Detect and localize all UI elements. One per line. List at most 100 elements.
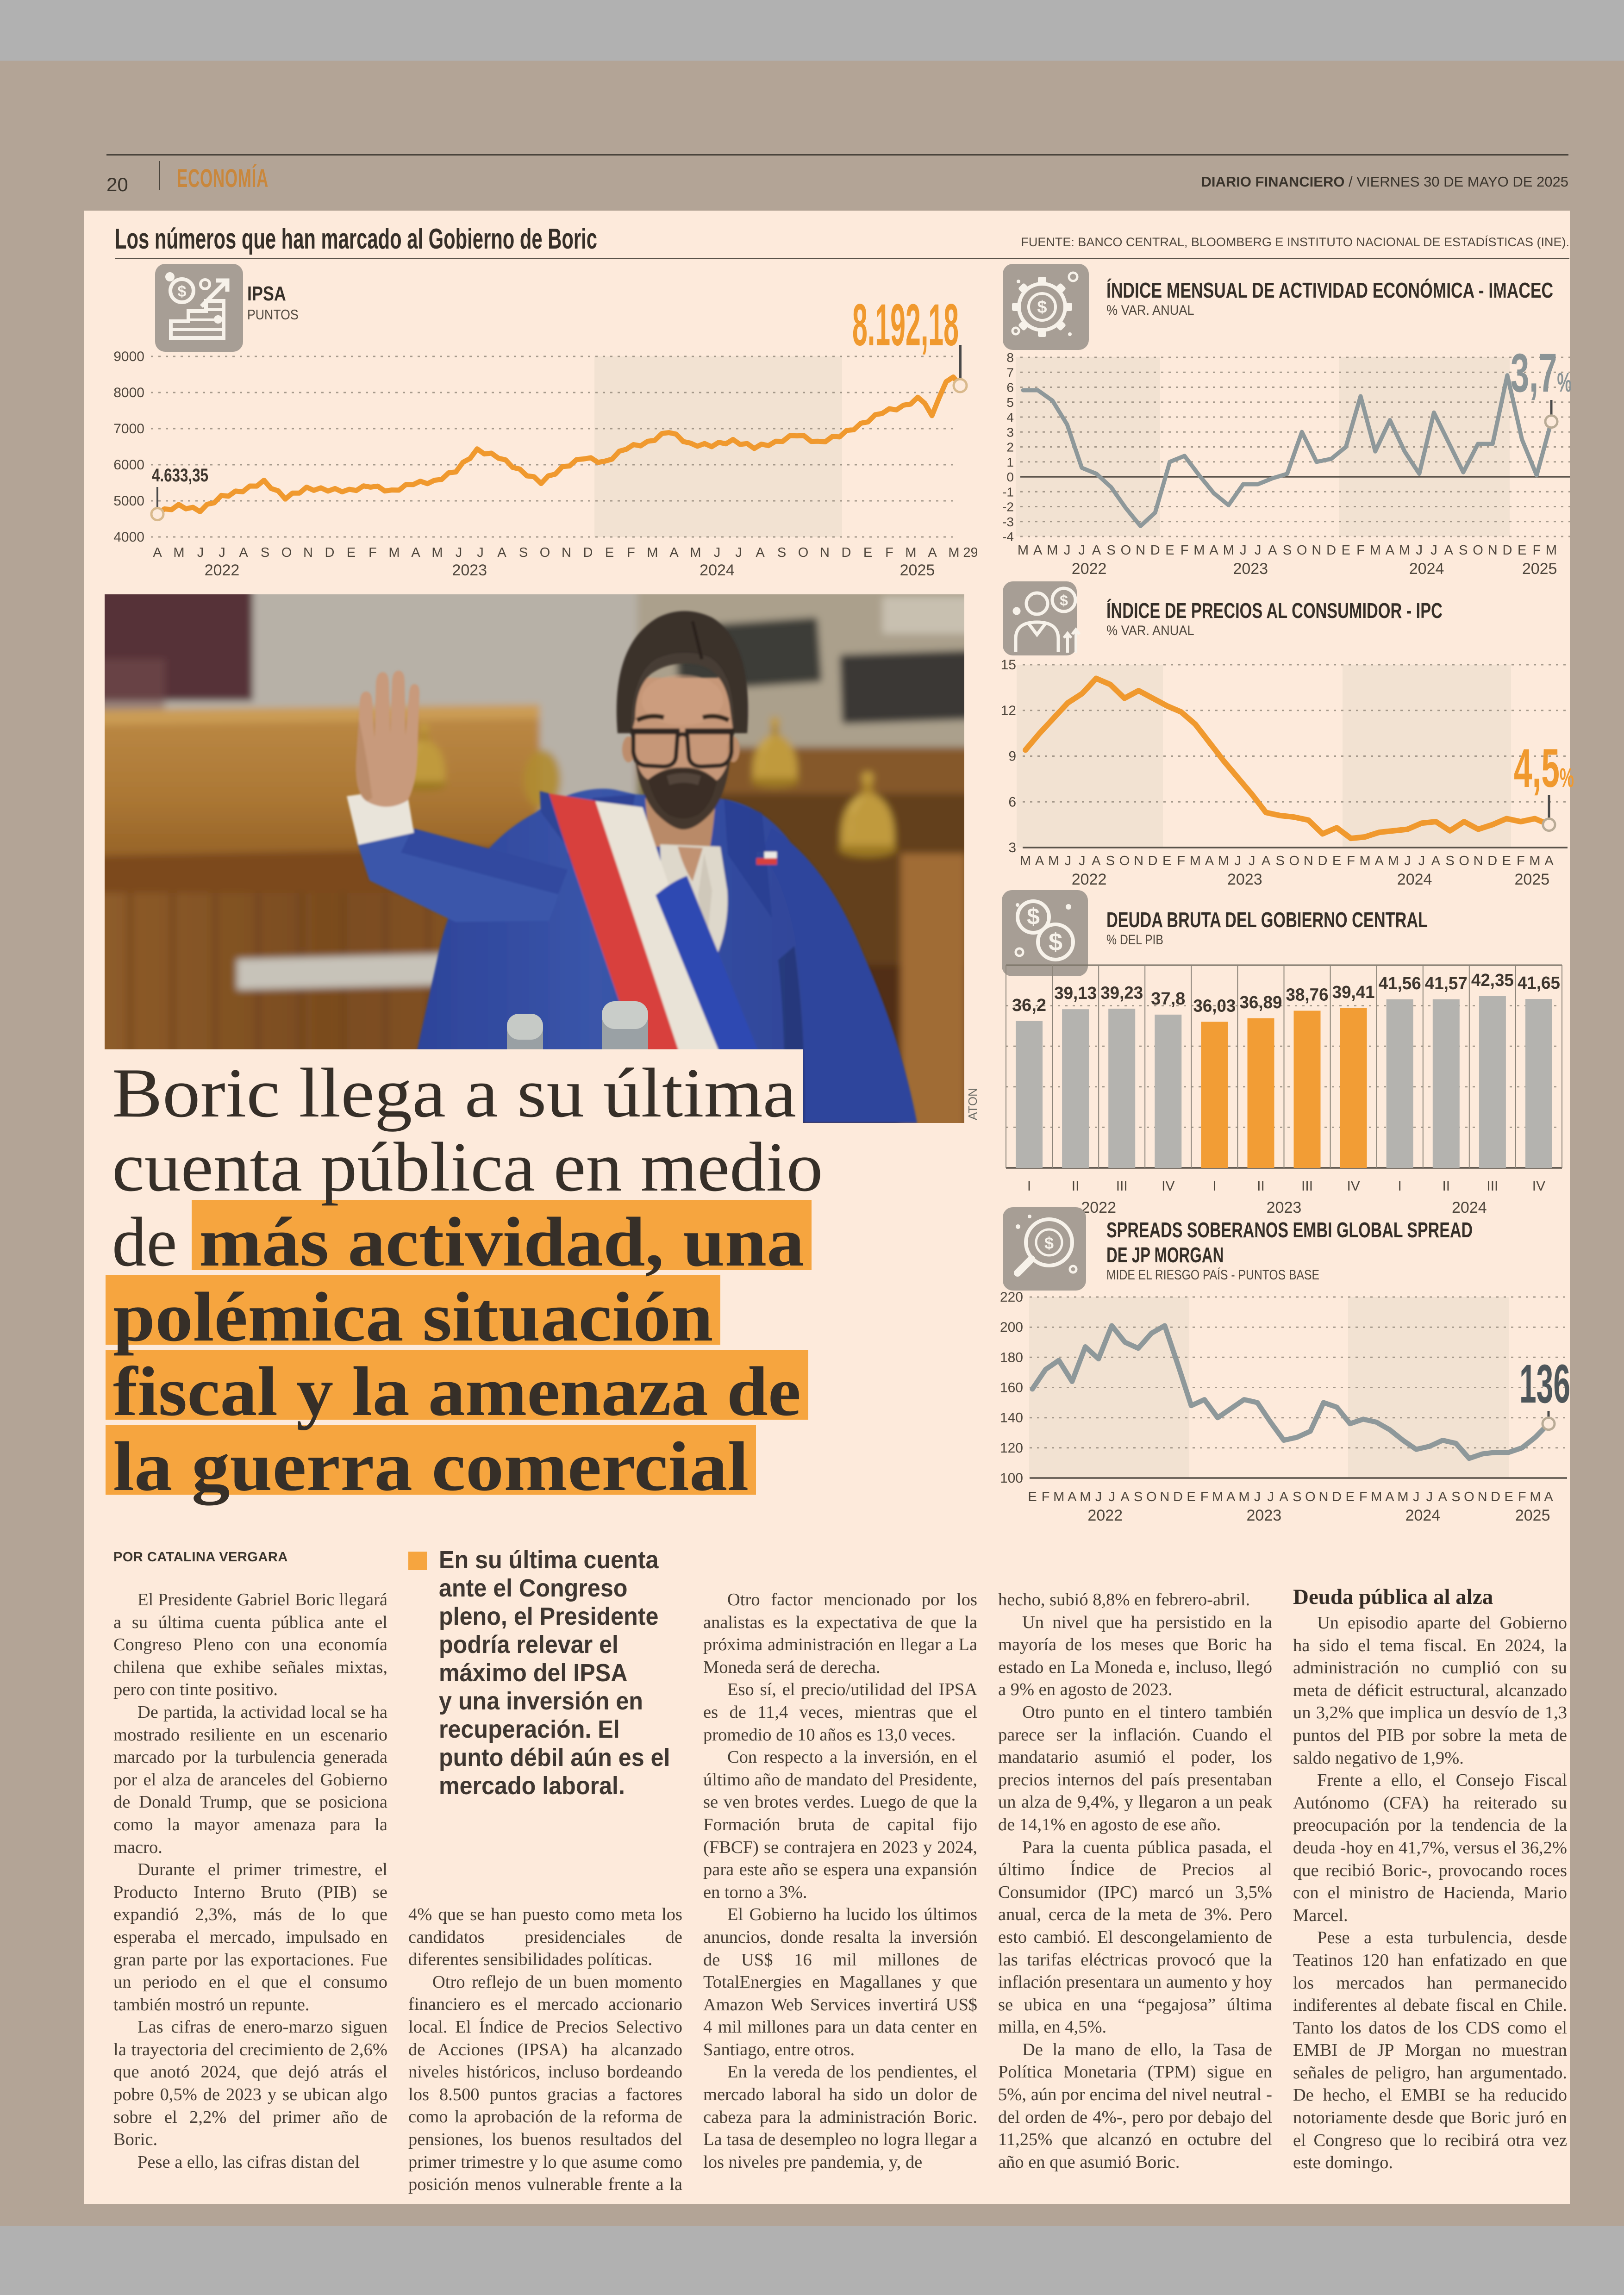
svg-text:2022: 2022: [1081, 1199, 1116, 1216]
svg-text:N: N: [1318, 1490, 1328, 1504]
svg-text:200: 200: [1000, 1320, 1023, 1335]
svg-text:M: M: [1218, 854, 1229, 868]
svg-text:O: O: [1289, 854, 1300, 868]
svg-text:2025: 2025: [900, 561, 935, 579]
svg-text:III: III: [1487, 1179, 1498, 1194]
svg-text:IV: IV: [1347, 1179, 1360, 1194]
svg-text:J: J: [1234, 854, 1241, 868]
svg-text:D: D: [1502, 543, 1512, 558]
svg-text:S: S: [519, 545, 528, 560]
svg-text:3,7%: 3,7%: [1511, 343, 1572, 404]
svg-text:I: I: [1212, 1179, 1216, 1194]
svg-text:D: D: [325, 545, 335, 560]
svg-text:5000: 5000: [113, 493, 144, 509]
svg-text:I: I: [1398, 1179, 1402, 1194]
svg-text:-2: -2: [1002, 500, 1014, 514]
svg-text:II: II: [1072, 1179, 1080, 1194]
svg-text:S: S: [1106, 854, 1115, 868]
svg-text:M: M: [1212, 1490, 1223, 1504]
svg-text:4.633,35: 4.633,35: [152, 465, 208, 486]
svg-text:5: 5: [1006, 395, 1014, 410]
svg-text:29: 29: [963, 545, 977, 560]
svg-text:M: M: [1397, 1490, 1408, 1504]
svg-text:$: $: [1060, 592, 1068, 609]
svg-text:A: A: [497, 545, 506, 560]
svg-text:2022: 2022: [205, 561, 240, 579]
svg-text:N: N: [1312, 543, 1321, 558]
svg-text:S: S: [1293, 1490, 1301, 1504]
svg-text:S: S: [1451, 1490, 1460, 1504]
svg-text:A: A: [1262, 854, 1271, 868]
svg-text:S: S: [1106, 543, 1115, 558]
svg-text:A: A: [928, 545, 937, 560]
svg-text:E: E: [1162, 854, 1171, 868]
svg-text:D: D: [1326, 543, 1336, 558]
svg-text:F: F: [1518, 1490, 1526, 1504]
svg-text:D: D: [1332, 1490, 1342, 1504]
svg-text:S: S: [1276, 854, 1285, 868]
svg-text:2025: 2025: [1514, 871, 1549, 888]
svg-text:M: M: [431, 545, 443, 560]
svg-text:M: M: [1048, 854, 1059, 868]
svg-text:A: A: [411, 545, 420, 560]
svg-text:180: 180: [1000, 1350, 1023, 1365]
svg-text:D: D: [1487, 854, 1497, 868]
svg-text:J: J: [1064, 854, 1071, 868]
svg-text:M: M: [1190, 854, 1201, 868]
svg-text:8000: 8000: [113, 385, 144, 400]
svg-text:J: J: [1079, 854, 1086, 868]
svg-text:A: A: [1205, 854, 1214, 868]
svg-text:J: J: [1108, 1490, 1115, 1504]
svg-text:M: M: [690, 545, 701, 560]
svg-text:F: F: [1517, 854, 1525, 868]
svg-text:E: E: [1345, 1490, 1354, 1504]
svg-text:M: M: [647, 545, 658, 560]
svg-text:M: M: [1546, 543, 1557, 558]
svg-text:A: A: [756, 545, 765, 560]
svg-text:D: D: [1173, 1490, 1183, 1504]
svg-text:39,23: 39,23: [1100, 983, 1143, 1003]
svg-text:J: J: [1430, 543, 1437, 558]
svg-text:3: 3: [1008, 840, 1016, 855]
svg-text:36,89: 36,89: [1239, 993, 1282, 1012]
svg-text:15: 15: [1001, 657, 1016, 673]
svg-text:A: A: [1268, 543, 1277, 558]
svg-text:2022: 2022: [1072, 871, 1107, 888]
svg-text:O: O: [1297, 543, 1307, 558]
svg-text:A: A: [669, 545, 679, 560]
svg-text:A: A: [1120, 1490, 1130, 1504]
svg-text:2: 2: [1006, 440, 1014, 455]
svg-text:O: O: [281, 545, 292, 560]
svg-text:S: S: [1134, 1490, 1143, 1504]
svg-text:9: 9: [1008, 749, 1016, 764]
svg-text:J: J: [197, 545, 204, 560]
svg-text:100: 100: [1000, 1471, 1023, 1486]
svg-text:8: 8: [1006, 350, 1014, 365]
svg-text:J: J: [1267, 1490, 1274, 1504]
svg-text:III: III: [1301, 1179, 1313, 1194]
svg-text:M: M: [173, 545, 184, 560]
svg-text:-1: -1: [1002, 485, 1014, 499]
svg-text:6: 6: [1008, 794, 1016, 810]
svg-text:S: S: [777, 545, 786, 560]
svg-text:O: O: [1464, 1490, 1474, 1504]
svg-text:-4: -4: [1002, 530, 1014, 544]
svg-text:M: M: [1018, 543, 1029, 558]
svg-text:D: D: [842, 545, 851, 560]
svg-text:A: A: [1280, 1490, 1289, 1504]
svg-text:39,13: 39,13: [1054, 984, 1097, 1003]
svg-text:9000: 9000: [113, 349, 144, 364]
svg-text:6000: 6000: [113, 457, 144, 473]
svg-text:A: A: [1385, 1490, 1394, 1504]
svg-text:M: M: [1020, 854, 1031, 868]
svg-text:F: F: [1347, 854, 1355, 868]
svg-text:J: J: [1404, 854, 1411, 868]
svg-text:O: O: [1473, 543, 1483, 558]
svg-text:41,65: 41,65: [1518, 973, 1560, 993]
svg-text:J: J: [1240, 543, 1247, 558]
svg-text:6: 6: [1006, 380, 1014, 395]
svg-text:E: E: [863, 545, 872, 560]
svg-text:O: O: [1119, 854, 1130, 868]
svg-text:7000: 7000: [113, 421, 144, 437]
svg-text:A: A: [1544, 854, 1554, 868]
